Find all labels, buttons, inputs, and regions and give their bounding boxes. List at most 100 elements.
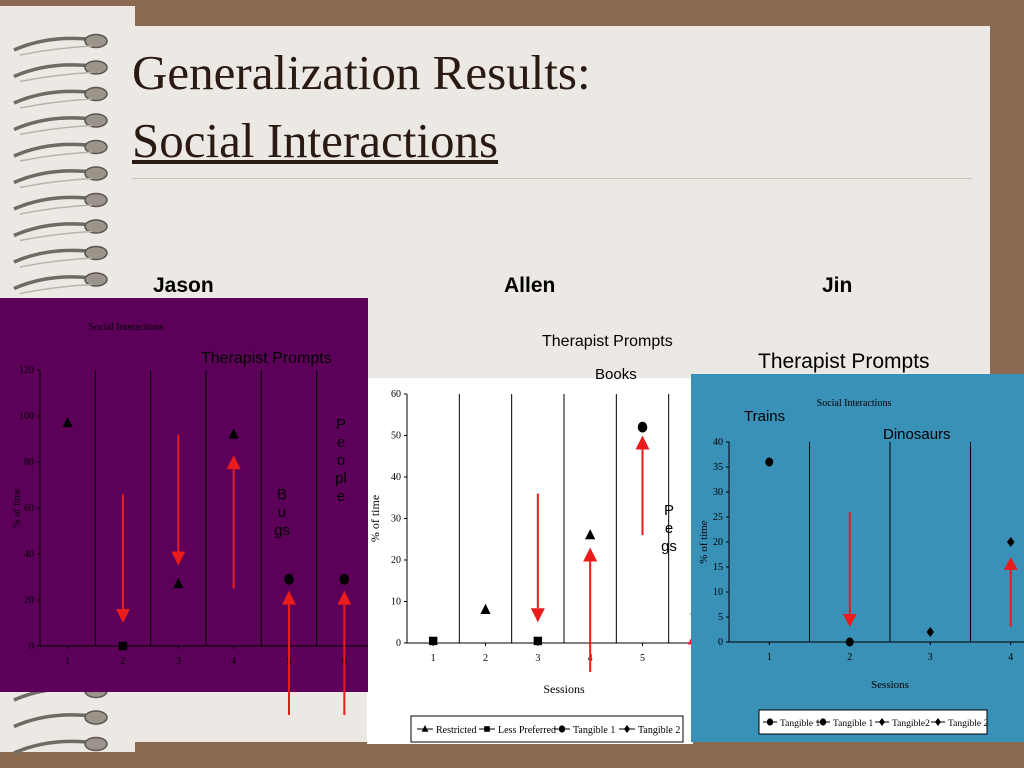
x-axis-label: Sessions [543,682,585,696]
chart-allen: 0102030405060123456% of timeSessionsRest… [367,378,721,744]
legend-label: Tangible2 [892,719,930,729]
spiral-ring [84,736,108,752]
y-tick-label: 15 [713,562,723,573]
y-axis-label: % of time [368,495,382,542]
annotation-therapist-prompts-jin: Therapist Prompts [758,350,930,373]
x-tick-label: 2 [847,652,852,663]
y-tick-label: 25 [713,512,723,523]
y-tick-label: 30 [391,514,401,525]
chart-jin: Social Interactions 0 5 10 15 20 25 30 35 40 1 2 3 4%… [691,374,1024,742]
y-tick-label: 20 [391,555,401,566]
x-tick-label: 4 [231,656,236,667]
annotation-bugs-text: Bugs [274,486,290,539]
prompt-arrow-head [635,435,650,450]
data-point [118,641,128,651]
y-tick-label: 40 [24,549,34,560]
x-tick-label: 5 [287,656,292,667]
annotation-people: People [333,416,349,506]
data-point [284,573,294,585]
y-tick-label: 80 [24,457,34,468]
y-tick-label: 120 [19,365,34,376]
spiral-wire [13,713,97,729]
student-name-jin: Jin [822,274,853,297]
y-tick-label: 20 [713,537,723,548]
spiral-wire [13,275,97,291]
prompt-arrow-head [583,547,598,562]
chart-jason: Social Interactions 0 20 40 60 80 100 120 1 2 3 4 5 6… [0,298,372,692]
spiral-ring [84,166,108,181]
y-tick-label: 50 [391,431,401,442]
x-tick-label: 1 [65,656,70,667]
spiral-ring [84,245,108,261]
x-tick-label: 2 [121,656,126,667]
x-tick-label: 5 [640,653,645,664]
prompt-arrow [116,494,130,623]
y-tick-label: 35 [713,462,723,473]
legend-label: Tangible 2 [638,725,680,736]
slide-title: Generalization Results: [132,45,591,100]
chart-title: Social Interactions [817,398,892,409]
legend-box [410,715,684,743]
spiral-wire [13,739,97,755]
prompt-arrow-head [842,614,857,627]
legend-marker [935,718,941,726]
spiral-ring [84,219,108,234]
data-point [228,428,239,439]
data-point [845,637,854,647]
data-point [428,636,438,646]
spiral-wire [13,142,97,158]
data-point [585,529,596,540]
y-tick-label: 20 [24,595,34,606]
y-tick-label: 0 [29,641,34,652]
prompt-arrow [842,512,857,627]
legend-marker [819,718,827,726]
prompt-arrow-head [116,609,130,623]
annotation-therapist-prompts-jason: Therapist Prompts [201,350,332,367]
spiral-ring [84,33,108,49]
spiral-wire-highlight [19,45,93,56]
spiral-wire [13,89,97,105]
spiral-wire [13,36,97,52]
spiral-ring [84,139,108,155]
annotation-trains: Trains [744,408,786,425]
y-tick-label: 10 [391,597,401,608]
y-tick-label: 40 [713,437,723,448]
slide-subtitle: Social Interactions [132,113,499,168]
data-point [62,416,73,428]
x-tick-label: 3 [928,652,933,663]
x-tick-label: 1 [767,652,772,663]
y-tick-label: 60 [391,389,401,400]
legend-label: Tangible 1 [573,725,615,736]
chart-background [367,378,693,744]
y-tick-label: 10 [713,587,723,598]
spiral-wire [13,169,97,185]
legend-label: Tangible 2 [948,719,988,729]
spiral-wire [13,248,97,264]
x-axis-label: Sessions [871,679,909,691]
data-point [765,457,774,467]
spiral-wire [13,63,97,79]
data-point [339,573,350,585]
prompt-arrow-head [530,608,545,623]
y-tick-label: 0 [718,637,723,648]
legend-marker [558,725,566,733]
y-axis-label: % of time [12,488,23,528]
chart-panel-jin: Social Interactions 0 5 10 15 20 25 30 35 40 1 2 3 4%… [691,374,1024,742]
legend-marker [879,718,885,726]
annotation-dinosaurs: Dinosaurs [883,426,951,443]
prompt-arrow [635,435,650,536]
spiral-ring [84,192,108,208]
legend-marker [766,718,774,726]
prompt-arrow-head [171,551,186,566]
legend: Restricted Less Preferred Tangible 1 Tangib… [410,715,684,743]
spiral-wire-highlight [19,204,93,215]
legend-label: Tangible 1 [780,719,820,729]
data-point [533,636,543,646]
annotation-books: Books [595,366,637,383]
student-name-allen: Allen [504,274,556,297]
x-tick-label: 3 [176,656,181,667]
data-point [173,577,184,589]
spiral-ring [84,710,108,725]
prompt-arrow [583,547,598,673]
data-point [637,421,648,433]
